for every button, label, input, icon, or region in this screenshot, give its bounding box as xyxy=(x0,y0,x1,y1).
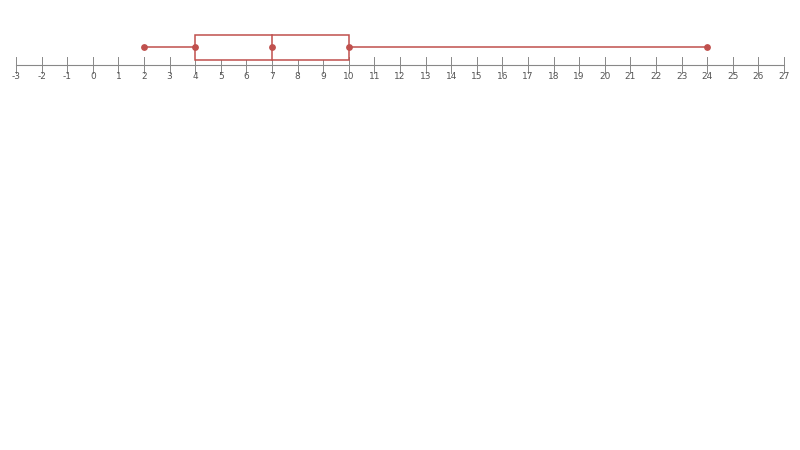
Point xyxy=(701,44,714,51)
Text: 25: 25 xyxy=(727,72,738,81)
Text: 26: 26 xyxy=(753,72,764,81)
Text: 10: 10 xyxy=(343,72,354,81)
Text: 5: 5 xyxy=(218,72,224,81)
Text: 22: 22 xyxy=(650,72,662,81)
Text: 6: 6 xyxy=(243,72,250,81)
Text: 21: 21 xyxy=(625,72,636,81)
Text: 17: 17 xyxy=(522,72,534,81)
Text: 12: 12 xyxy=(394,72,406,81)
Text: 20: 20 xyxy=(599,72,610,81)
Text: 8: 8 xyxy=(294,72,301,81)
Text: 23: 23 xyxy=(676,72,687,81)
Point xyxy=(138,44,150,51)
Point xyxy=(266,44,278,51)
Text: 2: 2 xyxy=(141,72,147,81)
Point xyxy=(189,44,202,51)
Text: 9: 9 xyxy=(320,72,326,81)
Text: -1: -1 xyxy=(62,72,72,81)
Text: 18: 18 xyxy=(548,72,559,81)
Text: 14: 14 xyxy=(446,72,457,81)
Text: -2: -2 xyxy=(37,72,46,81)
Text: 27: 27 xyxy=(778,72,790,81)
Text: -3: -3 xyxy=(11,72,21,81)
Text: 11: 11 xyxy=(369,72,380,81)
Text: 7: 7 xyxy=(269,72,275,81)
Point xyxy=(342,44,355,51)
Text: 4: 4 xyxy=(192,72,198,81)
Text: 24: 24 xyxy=(702,72,713,81)
Text: 16: 16 xyxy=(497,72,508,81)
Text: 19: 19 xyxy=(574,72,585,81)
FancyBboxPatch shape xyxy=(195,35,349,59)
Text: 13: 13 xyxy=(420,72,431,81)
Text: 1: 1 xyxy=(115,72,122,81)
Text: 0: 0 xyxy=(90,72,96,81)
Text: 3: 3 xyxy=(166,72,173,81)
Text: 15: 15 xyxy=(471,72,482,81)
